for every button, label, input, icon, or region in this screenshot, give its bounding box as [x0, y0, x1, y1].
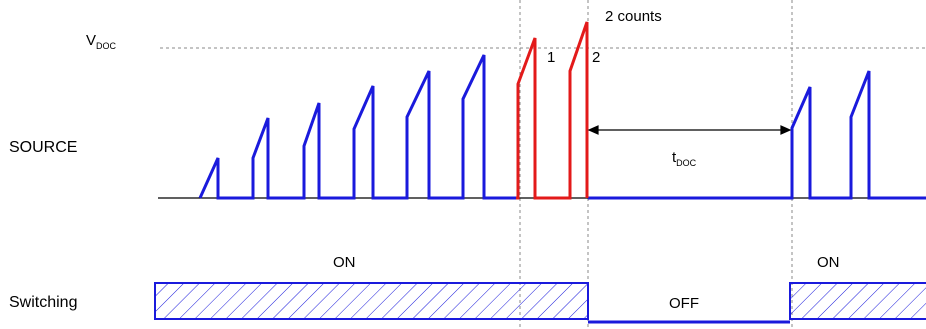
on-label-right: ON [817, 254, 840, 271]
counts-label: 2 counts [605, 8, 662, 25]
switching-on-left [154, 282, 589, 320]
on-label-left: ON [333, 254, 356, 271]
vdoc-label: VDOC [86, 32, 117, 51]
tdoc-label: tDOC [672, 149, 697, 168]
switching-label: Switching [9, 294, 77, 311]
source-waveform-blue [198, 54, 926, 200]
source-label: SOURCE [9, 139, 77, 156]
count-1-label: 1 [547, 49, 555, 66]
source-waveform-red [516, 21, 589, 200]
off-label: OFF [669, 295, 699, 312]
count-2-label: 2 [592, 49, 600, 66]
switching-on-right [789, 282, 926, 320]
tdoc-arrow [587, 125, 792, 135]
